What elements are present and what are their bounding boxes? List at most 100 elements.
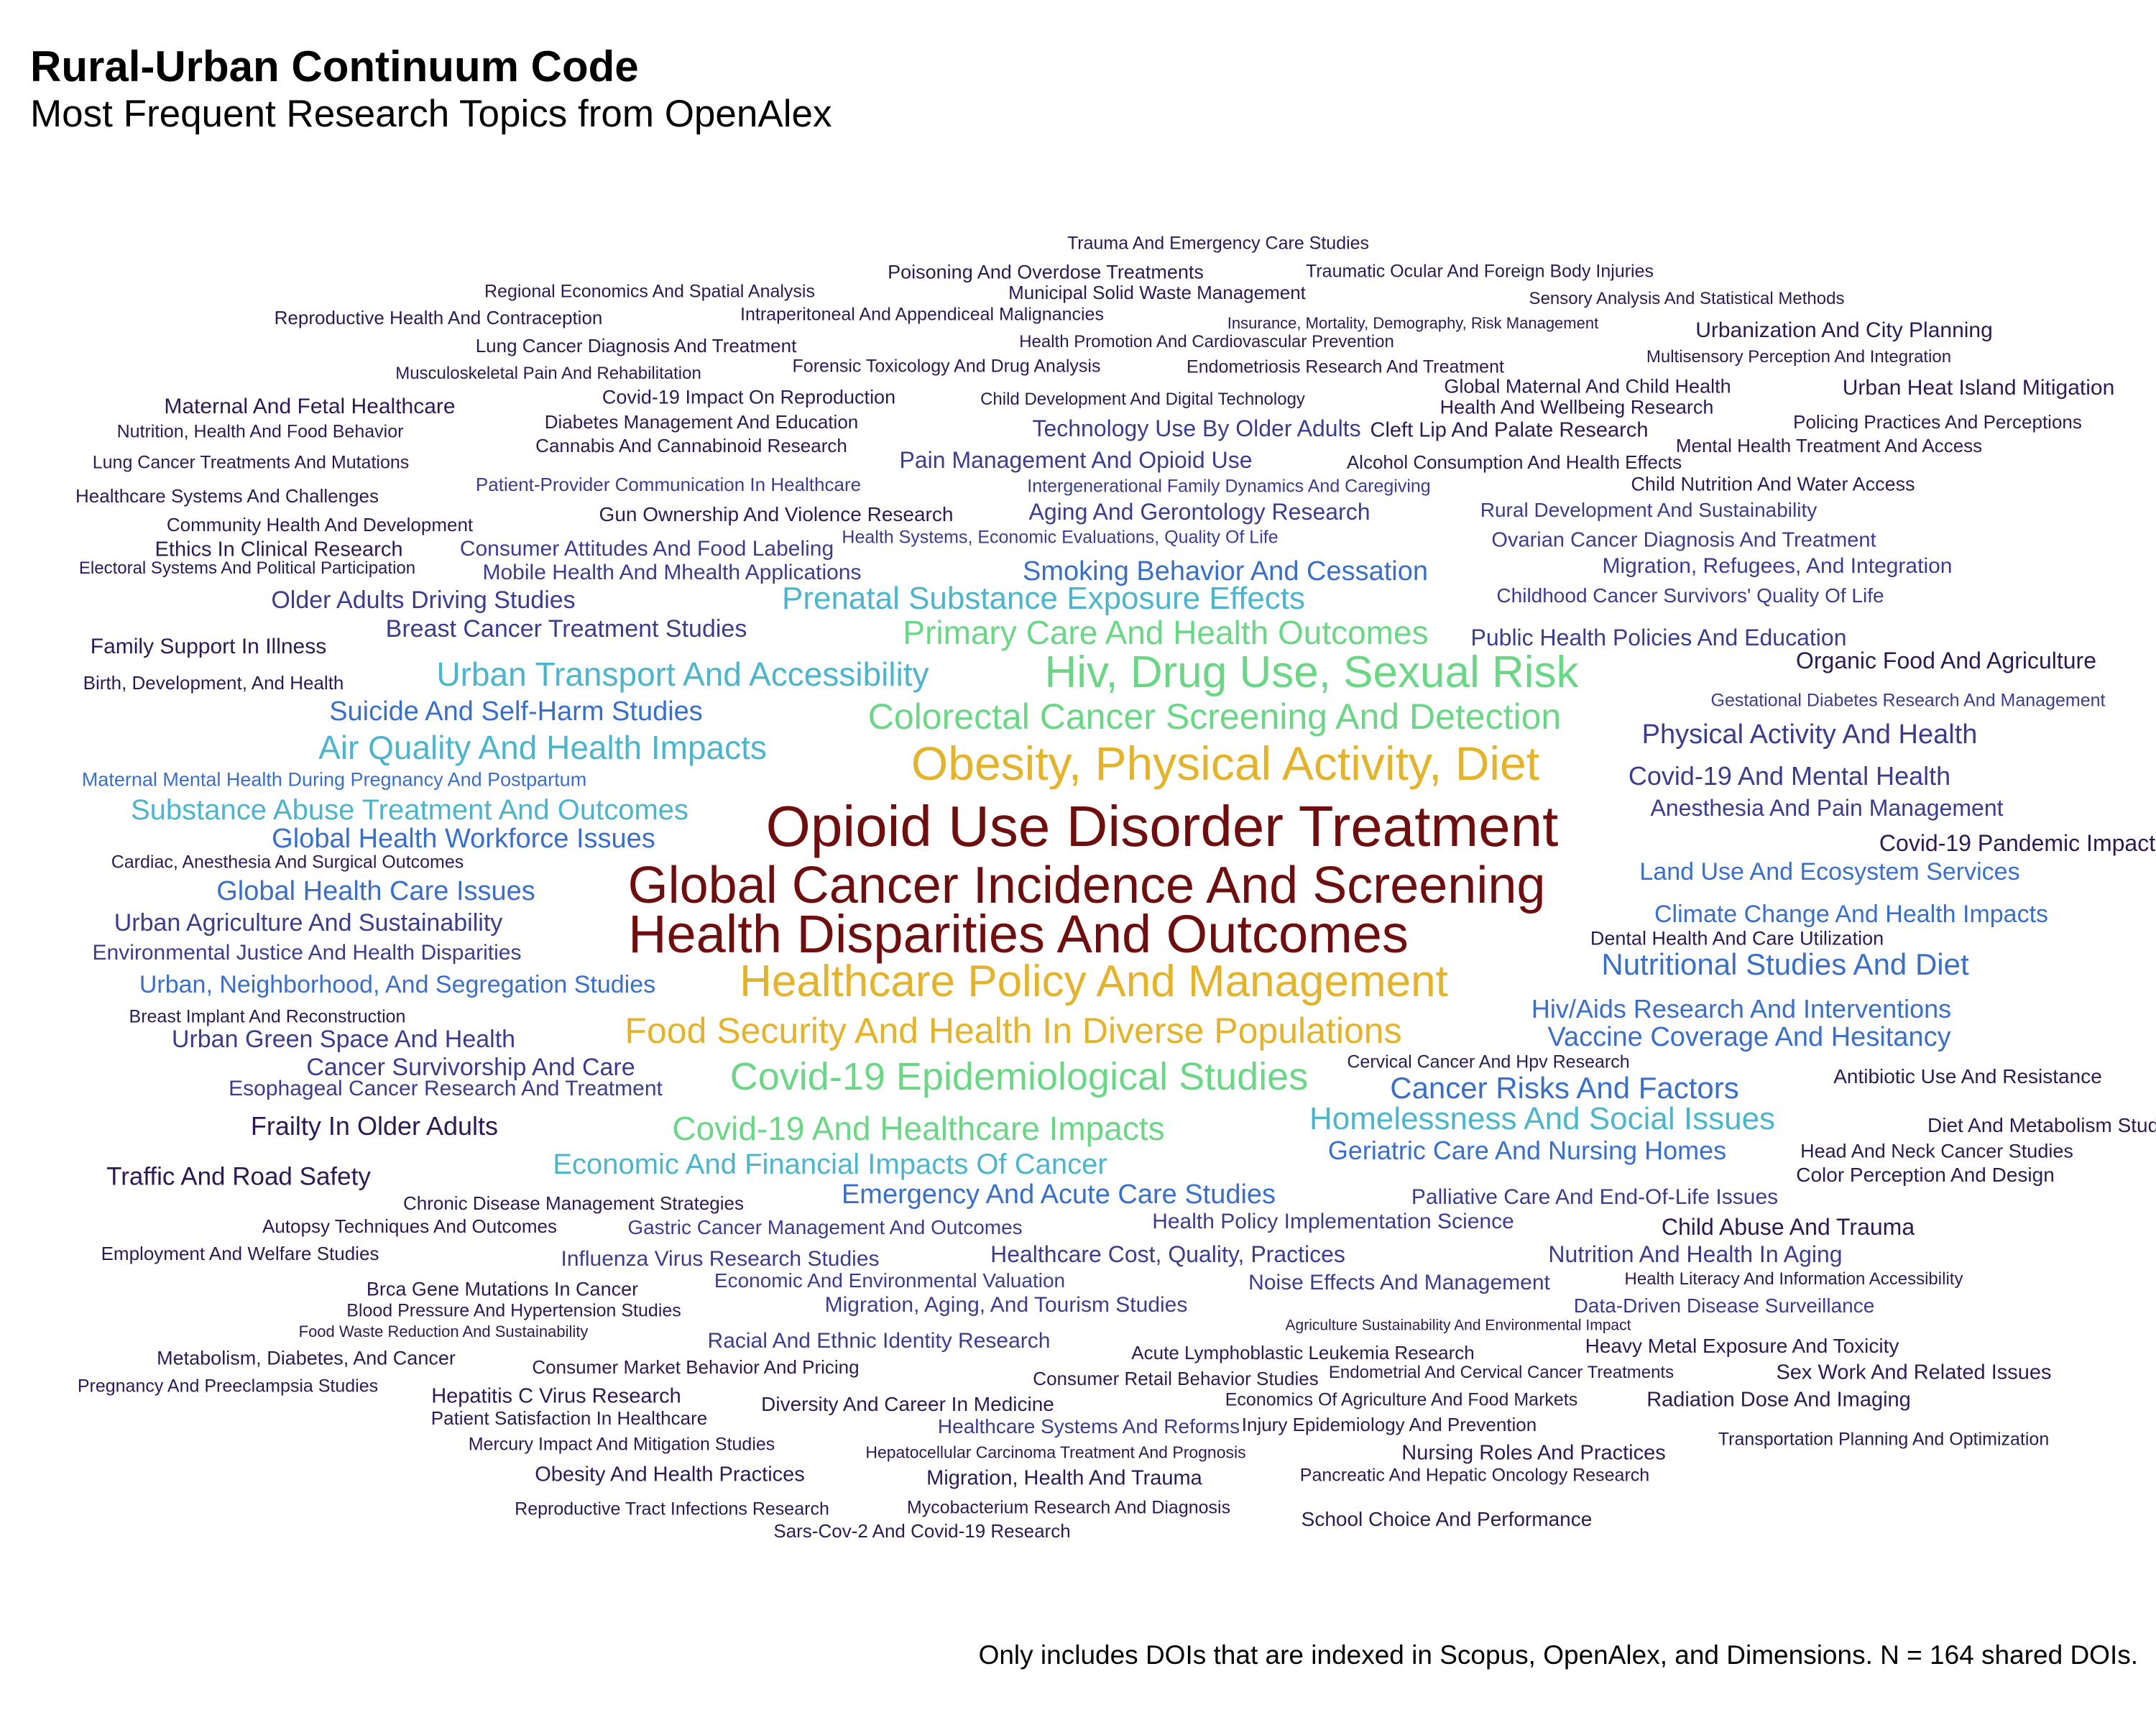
word-cloud-term: Urban Transport And Accessibility — [436, 656, 929, 693]
word-cloud-term: Traffic And Road Safety — [106, 1162, 371, 1191]
word-cloud-term: Gun Ownership And Violence Research — [599, 503, 954, 525]
word-cloud-term: Healthcare Cost, Quality, Practices — [990, 1241, 1345, 1267]
word-cloud-term: Cardiac, Anesthesia And Surgical Outcome… — [111, 852, 464, 873]
word-cloud-term: Patient Satisfaction In Healthcare — [430, 1407, 708, 1429]
word-cloud-term: Maternal Mental Health During Pregnancy … — [81, 768, 587, 791]
word-cloud-term: Pain Management And Opioid Use — [899, 447, 1253, 473]
word-cloud-term: Economic And Environmental Valuation — [714, 1269, 1066, 1292]
word-cloud-term: Pregnancy And Preeclampsia Studies — [77, 1376, 379, 1397]
word-cloud-term: Injury Epidemiology And Prevention — [1241, 1414, 1537, 1435]
word-cloud-term: Heavy Metal Exposure And Toxicity — [1585, 1335, 1899, 1357]
word-cloud-term: Radiation Dose And Imaging — [1646, 1388, 1911, 1412]
word-cloud-term: Family Support In Illness — [90, 635, 327, 658]
word-cloud-term: Air Quality And Health Impacts — [318, 729, 767, 766]
word-cloud-term: Blood Pressure And Hypertension Studies — [346, 1300, 681, 1321]
word-cloud-term: Obesity, Physical Activity, Diet — [911, 737, 1540, 790]
word-cloud-term: Hepatitis C Virus Research — [431, 1384, 681, 1408]
word-cloud-term: Smoking Behavior And Cessation — [1023, 556, 1428, 586]
word-cloud-term: Traumatic Ocular And Foreign Body Injuri… — [1305, 261, 1654, 282]
word-cloud-term: Emergency And Acute Care Studies — [841, 1179, 1276, 1210]
word-cloud-term: Health And Wellbeing Research — [1439, 396, 1714, 418]
word-cloud-term: Suicide And Self-Harm Studies — [329, 696, 703, 727]
word-cloud-term: Hiv/Aids Research And Interventions — [1531, 994, 1952, 1024]
word-cloud-term: Urban Heat Island Mitigation — [1842, 376, 2115, 400]
word-cloud-term: Substance Abuse Treatment And Outcomes — [130, 794, 689, 826]
word-cloud-term: Racial And Ethnic Identity Research — [707, 1329, 1051, 1353]
word-cloud-term: Mental Health Treatment And Access — [1675, 435, 1983, 456]
word-cloud-term: Municipal Solid Waste Management — [1008, 282, 1306, 303]
word-cloud-term: Lung Cancer Treatments And Mutations — [92, 452, 410, 473]
word-cloud-term: Consumer Attitudes And Food Labeling — [459, 537, 834, 561]
word-cloud-term: Gestational Diabetes Research And Manage… — [1710, 690, 2106, 711]
word-cloud-term: Global Health Care Issues — [216, 876, 535, 906]
word-cloud-term: Migration, Health And Trauma — [926, 1466, 1202, 1490]
word-cloud-term: Nutrition, Health And Food Behavior — [116, 421, 404, 442]
word-cloud-term: Endometrial And Cervical Cancer Treatmen… — [1328, 1363, 1674, 1382]
word-cloud-term: Food Waste Reduction And Sustainability — [298, 1322, 589, 1340]
word-cloud-term: Primary Care And Health Outcomes — [903, 614, 1429, 651]
word-cloud-term: Community Health And Development — [166, 514, 474, 535]
word-cloud-term: Color Perception And Design — [1796, 1164, 2055, 1186]
word-cloud-term: Ovarian Cancer Diagnosis And Treatment — [1491, 528, 1876, 552]
word-cloud-term: Health Literacy And Information Accessib… — [1624, 1269, 1963, 1289]
word-cloud-term: Climate Change And Health Impacts — [1654, 901, 2049, 928]
word-cloud-term: Child Abuse And Trauma — [1661, 1214, 1915, 1240]
word-cloud-term: Gastric Cancer Management And Outcomes — [627, 1216, 1023, 1238]
word-cloud-term: Homelessness And Social Issues — [1309, 1101, 1776, 1136]
word-cloud-term: Health Disparities And Outcomes — [628, 904, 1409, 964]
word-cloud-term: Insurance, Mortality, Demography, Risk M… — [1227, 314, 1599, 332]
word-cloud-term: Palliative Care And End-Of-Life Issues — [1411, 1185, 1779, 1209]
word-cloud-term: Mycobacterium Research And Diagnosis — [906, 1497, 1231, 1518]
word-cloud-term: Nursing Roles And Practices — [1401, 1441, 1666, 1465]
word-cloud-term: Healthcare Systems And Challenges — [75, 485, 379, 507]
word-cloud-term: Physical Activity And Health — [1641, 719, 1978, 750]
word-cloud-term: Employment And Welfare Studies — [101, 1243, 379, 1264]
word-cloud-term: Consumer Retail Behavior Studies — [1033, 1368, 1319, 1389]
word-cloud-term: Migration, Refugees, And Integration — [1602, 554, 1953, 578]
word-cloud-term: Brca Gene Mutations In Cancer — [366, 1278, 639, 1300]
word-cloud-term: Maternal And Fetal Healthcare — [164, 395, 456, 418]
word-cloud-term: Frailty In Older Adults — [250, 1111, 499, 1141]
word-cloud-term: Diet And Metabolism Studies — [1927, 1114, 2156, 1136]
word-cloud-term: Hiv, Drug Use, Sexual Risk — [1044, 648, 1579, 697]
word-cloud-term: Reproductive Health And Contraception — [274, 307, 603, 328]
word-cloud-term: Consumer Market Behavior And Pricing — [532, 1356, 860, 1378]
word-cloud-term: Transportation Planning And Optimization — [1718, 1429, 2050, 1450]
word-cloud-term: Healthcare Policy And Management — [740, 957, 1448, 1006]
word-cloud-term: Obesity And Health Practices — [535, 1463, 805, 1486]
word-cloud-term: Health Promotion And Cardiovascular Prev… — [1019, 332, 1394, 351]
word-cloud-term: Trauma And Emergency Care Studies — [1067, 233, 1370, 254]
word-cloud-term: Diversity And Career In Medicine — [761, 1393, 1054, 1415]
word-cloud-term: Nutrition And Health In Aging — [1548, 1241, 1843, 1267]
word-cloud-term: Autopsy Techniques And Outcomes — [262, 1215, 557, 1237]
word-cloud-term: Childhood Cancer Survivors' Quality Of L… — [1496, 584, 1884, 607]
word-cloud-term: Lung Cancer Diagnosis And Treatment — [475, 335, 797, 356]
word-cloud-term: Covid-19 And Healthcare Impacts — [672, 1110, 1165, 1147]
word-cloud-term: Child Nutrition And Water Access — [1631, 473, 1915, 495]
word-cloud-term: Policing Practices And Perceptions — [1793, 411, 2082, 433]
word-cloud-term: Noise Effects And Management — [1248, 1271, 1550, 1294]
word-cloud-term: Cancer Survivorship And Care — [306, 1054, 635, 1081]
word-cloud-term: Breast Implant And Reconstruction — [129, 1006, 406, 1027]
word-cloud-term: Electoral Systems And Political Particip… — [78, 558, 416, 578]
word-cloud-term: Forensic Toxicology And Drug Analysis — [792, 356, 1101, 377]
word-cloud-term: Cervical Cancer And Hpv Research — [1347, 1052, 1630, 1072]
word-cloud-term: Geriatric Care And Nursing Homes — [1327, 1136, 1727, 1165]
word-cloud-term: Endometriosis Research And Treatment — [1187, 356, 1504, 377]
word-cloud-term: Urban Green Space And Health — [171, 1026, 516, 1053]
word-cloud-term: Regional Economics And Spatial Analysis — [484, 281, 815, 302]
word-cloud-term: Migration, Aging, And Tourism Studies — [824, 1293, 1188, 1317]
word-cloud-term: Urban, Neighborhood, And Segregation Stu… — [139, 971, 656, 998]
word-cloud-term: Environmental Justice And Health Dispari… — [92, 941, 522, 965]
word-cloud-term: Intergenerational Family Dynamics And Ca… — [1027, 476, 1431, 497]
word-cloud-term: Global Health Workforce Issues — [272, 824, 655, 854]
word-cloud-term: Urban Agriculture And Sustainability — [114, 909, 503, 937]
word-cloud-term: Cleft Lip And Palate Research — [1370, 418, 1649, 442]
word-cloud-term: Aging And Gerontology Research — [1028, 499, 1370, 525]
word-cloud-term: Colorectal Cancer Screening And Detectio… — [867, 696, 1562, 737]
word-cloud-term: Agriculture Sustainability And Environme… — [1285, 1317, 1631, 1334]
word-cloud-term: Mercury Impact And Mitigation Studies — [468, 1434, 775, 1455]
word-cloud-term: Patient-Provider Communication In Health… — [475, 474, 862, 495]
word-cloud-term: Health Systems, Economic Evaluations, Qu… — [842, 527, 1279, 548]
